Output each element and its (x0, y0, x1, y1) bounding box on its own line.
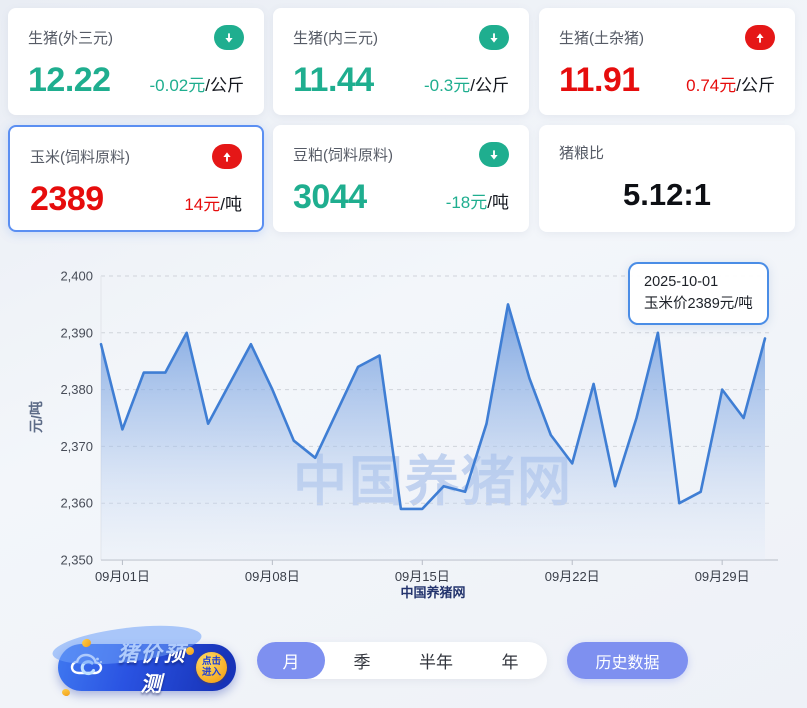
card-title: 生猪(土杂猪) (559, 30, 644, 47)
svg-text:2,360: 2,360 (60, 496, 93, 511)
card-title: 生猪(外三元) (28, 30, 113, 47)
chart-source-label: 中国养猪网 (400, 585, 466, 600)
history-data-button[interactable]: 历史数据 (567, 642, 688, 679)
card-value: 3044 (293, 178, 367, 216)
ratio-value: 5.12:1 (623, 177, 711, 212)
svg-text:2,350: 2,350 (60, 553, 93, 568)
price-card-hog-grain-ratio[interactable]: 猪粮比 5.12:1 (539, 125, 795, 232)
svg-text:09月22日: 09月22日 (545, 569, 600, 584)
price-line (99, 303, 767, 511)
card-value: 11.44 (293, 61, 374, 99)
predict-button-label: 猪价预测 (117, 642, 187, 696)
area-fill (101, 304, 765, 560)
card-change: -0.02元/公斤 (149, 76, 244, 95)
trend-down-icon (479, 142, 509, 167)
chart-tooltip: 2025-10-01 玉米价2389元/吨 (628, 262, 769, 325)
tooltip-value: 玉米价2389元/吨 (644, 296, 753, 313)
trend-up-icon (212, 144, 242, 169)
price-card-corn-selected[interactable]: 玉米(饲料原料) 2389 14元/吨 (8, 125, 264, 232)
card-title: 生猪(内三元) (293, 30, 378, 47)
tooltip-date: 2025-10-01 (644, 274, 719, 290)
card-change: -18元/吨 (445, 193, 509, 212)
tab-quarter[interactable]: 季 (353, 653, 371, 672)
svg-text:2,400: 2,400 (60, 269, 93, 284)
click-enter-badge: 点击进入 (196, 652, 227, 683)
trend-up-icon (745, 25, 775, 50)
price-card-soybean-meal[interactable]: 豆粕(饲料原料) 3044 -18元/吨 (273, 125, 529, 232)
card-title: 猪粮比 (559, 145, 605, 162)
cloud-logo-icon (70, 652, 106, 684)
coin-icon (186, 647, 194, 655)
price-card-tuzazhu[interactable]: 生猪(土杂猪) 11.91 0.74元/公斤 (539, 8, 795, 115)
svg-text:09月15日: 09月15日 (395, 569, 450, 584)
trend-down-icon (214, 25, 244, 50)
svg-text:09月01日: 09月01日 (95, 569, 150, 584)
card-value: 2389 (30, 180, 104, 218)
svg-text:2,370: 2,370 (60, 439, 93, 454)
card-value: 11.91 (559, 61, 640, 99)
card-title: 豆粕(饲料原料) (293, 147, 393, 164)
card-change: -0.3元/公斤 (423, 76, 509, 95)
pig-price-predict-button[interactable]: 猪价预测 点击进入 (50, 618, 236, 697)
y-axis-name: 元/吨 (28, 401, 44, 433)
trend-down-icon (479, 25, 509, 50)
price-card-neisanyuan[interactable]: 生猪(内三元) 11.44 -0.3元/公斤 (273, 8, 529, 115)
y-axis-labels: 2,350 2,360 2,370 2,380 2,390 2,400 (60, 269, 93, 568)
tab-year[interactable]: 年 (501, 653, 519, 672)
tab-month[interactable]: 月 (257, 642, 325, 679)
svg-text:09月08日: 09月08日 (245, 569, 300, 584)
coin-icon (61, 688, 71, 697)
svg-text:09月29日: 09月29日 (695, 569, 750, 584)
period-tab-bar: 月 季 半年 年 (257, 642, 547, 679)
x-axis-labels: 09月01日 09月08日 09月15日 09月22日 09月29日 (95, 569, 750, 584)
coin-icon (80, 637, 93, 649)
svg-text:2,390: 2,390 (60, 325, 93, 340)
svg-text:2,380: 2,380 (60, 382, 93, 397)
card-change: 14元/吨 (184, 195, 242, 214)
corn-price-chart-section: 中国养猪网 2,350 2,360 2,370 2,380 2,390 2,400 09月… (0, 245, 807, 620)
price-card-waisanyuan[interactable]: 生猪(外三元) 12.22 -0.02元/公斤 (8, 8, 264, 115)
tab-half-year[interactable]: 半年 (419, 653, 453, 672)
card-change: 0.74元/公斤 (686, 76, 775, 95)
card-title: 玉米(饲料原料) (30, 149, 130, 166)
card-value: 12.22 (28, 61, 111, 99)
